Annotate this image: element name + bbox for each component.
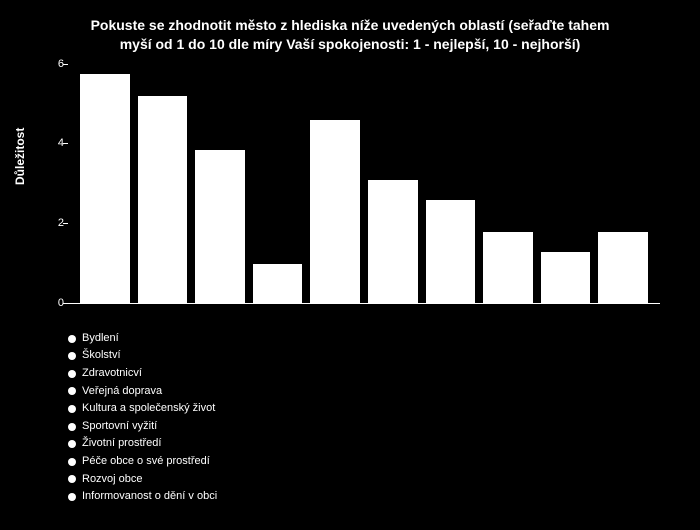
y-tick-label: 0 <box>44 297 64 309</box>
legend-marker-icon <box>68 405 76 413</box>
chart-container: Pokuste se zhodnotit město z hlediska ní… <box>0 0 700 530</box>
legend-label: Rozvoj obce <box>82 471 143 489</box>
chart-title: Pokuste se zhodnotit město z hlediska ní… <box>20 16 680 64</box>
y-axis-label: Důležitost <box>13 128 27 185</box>
legend-item: Bydlení <box>68 330 680 348</box>
legend-label: Péče obce o své prostředí <box>82 453 210 471</box>
bar <box>195 150 245 304</box>
bar <box>598 232 648 304</box>
title-line-1: Pokuste se zhodnotit město z hlediska ní… <box>91 17 610 33</box>
legend-marker-icon <box>68 440 76 448</box>
legend-label: Veřejná doprava <box>82 383 162 401</box>
bar <box>310 120 360 304</box>
legend-marker-icon <box>68 458 76 466</box>
legend-marker-icon <box>68 493 76 501</box>
legend-item: Informovanost o dění v obci <box>68 488 680 506</box>
legend-marker-icon <box>68 370 76 378</box>
legend-item: Péče obce o své prostředí <box>68 453 680 471</box>
legend-label: Zdravotnicví <box>82 365 142 383</box>
legend-marker-icon <box>68 335 76 343</box>
bar <box>253 264 303 304</box>
plot-area: 0246 <box>68 64 660 324</box>
bar <box>483 232 533 304</box>
legend-label: Životní prostředí <box>82 435 161 453</box>
legend-marker-icon <box>68 387 76 395</box>
bar <box>138 96 188 304</box>
legend-marker-icon <box>68 475 76 483</box>
legend-label: Sportovní vyžití <box>82 418 157 436</box>
legend: BydleníŠkolstvíZdravotnicvíVeřejná dopra… <box>68 330 680 506</box>
legend-label: Bydlení <box>82 330 119 348</box>
legend-label: Kultura a společenský život <box>82 400 215 418</box>
legend-marker-icon <box>68 423 76 431</box>
legend-item: Zdravotnicví <box>68 365 680 383</box>
legend-item: Životní prostředí <box>68 435 680 453</box>
bar <box>80 74 130 304</box>
legend-label: Informovanost o dění v obci <box>82 488 217 506</box>
bars-group <box>68 64 660 304</box>
legend-item: Sportovní vyžití <box>68 418 680 436</box>
y-tick-label: 2 <box>44 217 64 229</box>
legend-marker-icon <box>68 352 76 360</box>
bar <box>426 200 476 304</box>
bar <box>541 252 591 304</box>
title-line-2: myší od 1 do 10 dle míry Vaší spokojenos… <box>120 36 581 52</box>
legend-item: Rozvoj obce <box>68 471 680 489</box>
legend-item: Kultura a společenský život <box>68 400 680 418</box>
legend-item: Školství <box>68 347 680 365</box>
legend-item: Veřejná doprava <box>68 383 680 401</box>
legend-label: Školství <box>82 347 121 365</box>
y-tick-label: 4 <box>44 137 64 149</box>
y-tick-label: 6 <box>44 58 64 70</box>
bar <box>368 180 418 304</box>
